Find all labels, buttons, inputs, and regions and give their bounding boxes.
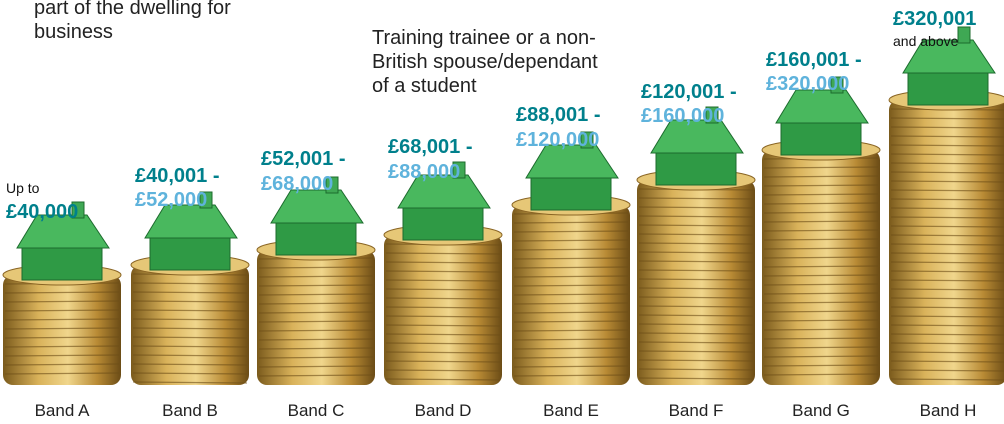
house-body xyxy=(531,175,611,210)
house-body xyxy=(403,205,483,240)
band-range: £68,001 - xyxy=(388,136,473,158)
coins xyxy=(384,235,502,385)
coin-stack xyxy=(257,177,375,385)
house-body xyxy=(150,235,230,270)
coin-stack xyxy=(762,77,880,385)
coin-stack xyxy=(637,107,755,385)
band-name: Band D xyxy=(415,401,472,420)
band-name: Band B xyxy=(162,401,218,420)
coins xyxy=(889,100,1004,385)
band-range: £120,001 - xyxy=(641,81,737,103)
coin-stack xyxy=(3,202,121,385)
note-line: business xyxy=(34,21,113,43)
infographic: part of the dwelling for business Training… xyxy=(0,0,1004,424)
band-range: Up to xyxy=(6,180,40,196)
note-line: of a student xyxy=(372,75,477,97)
band-name: Band A xyxy=(35,401,90,420)
house-body xyxy=(908,70,988,105)
coins xyxy=(3,275,121,385)
band-range: £160,001 - xyxy=(766,49,862,71)
coin-stack xyxy=(512,132,630,385)
coin-stack xyxy=(384,162,502,385)
coin-stack xyxy=(131,192,249,385)
house-body xyxy=(781,120,861,155)
band-range: £120,000 xyxy=(516,129,599,151)
note-line: British spouse/dependant xyxy=(372,51,598,73)
band-name: Band F xyxy=(669,401,724,420)
band-range: £320,000 xyxy=(766,73,849,95)
band-range: £52,000 xyxy=(135,189,207,211)
house-body xyxy=(276,220,356,255)
band-name: Band E xyxy=(543,401,599,420)
note-line: Training trainee or a non- xyxy=(372,27,596,49)
house-body xyxy=(656,150,736,185)
band-range: £40,001 - xyxy=(135,165,220,187)
band-range: and above xyxy=(893,33,959,49)
coins xyxy=(637,180,755,385)
house-body xyxy=(22,245,102,280)
band-range: £88,000 xyxy=(388,161,460,183)
band-range: £52,001 - xyxy=(261,148,346,170)
coin-stack xyxy=(889,27,1004,385)
coins xyxy=(257,250,375,385)
band-name: Band C xyxy=(288,401,345,420)
band-name: Band G xyxy=(792,401,850,420)
note-line: part of the dwelling for xyxy=(34,0,231,19)
band-range: £40,000 xyxy=(6,201,78,223)
band-range: £68,000 xyxy=(261,173,333,195)
band-name: Band H xyxy=(920,401,977,420)
band-range: £160,000 xyxy=(641,105,724,127)
band-range: £320,001 xyxy=(893,8,976,30)
band-range: £88,001 - xyxy=(516,104,601,126)
